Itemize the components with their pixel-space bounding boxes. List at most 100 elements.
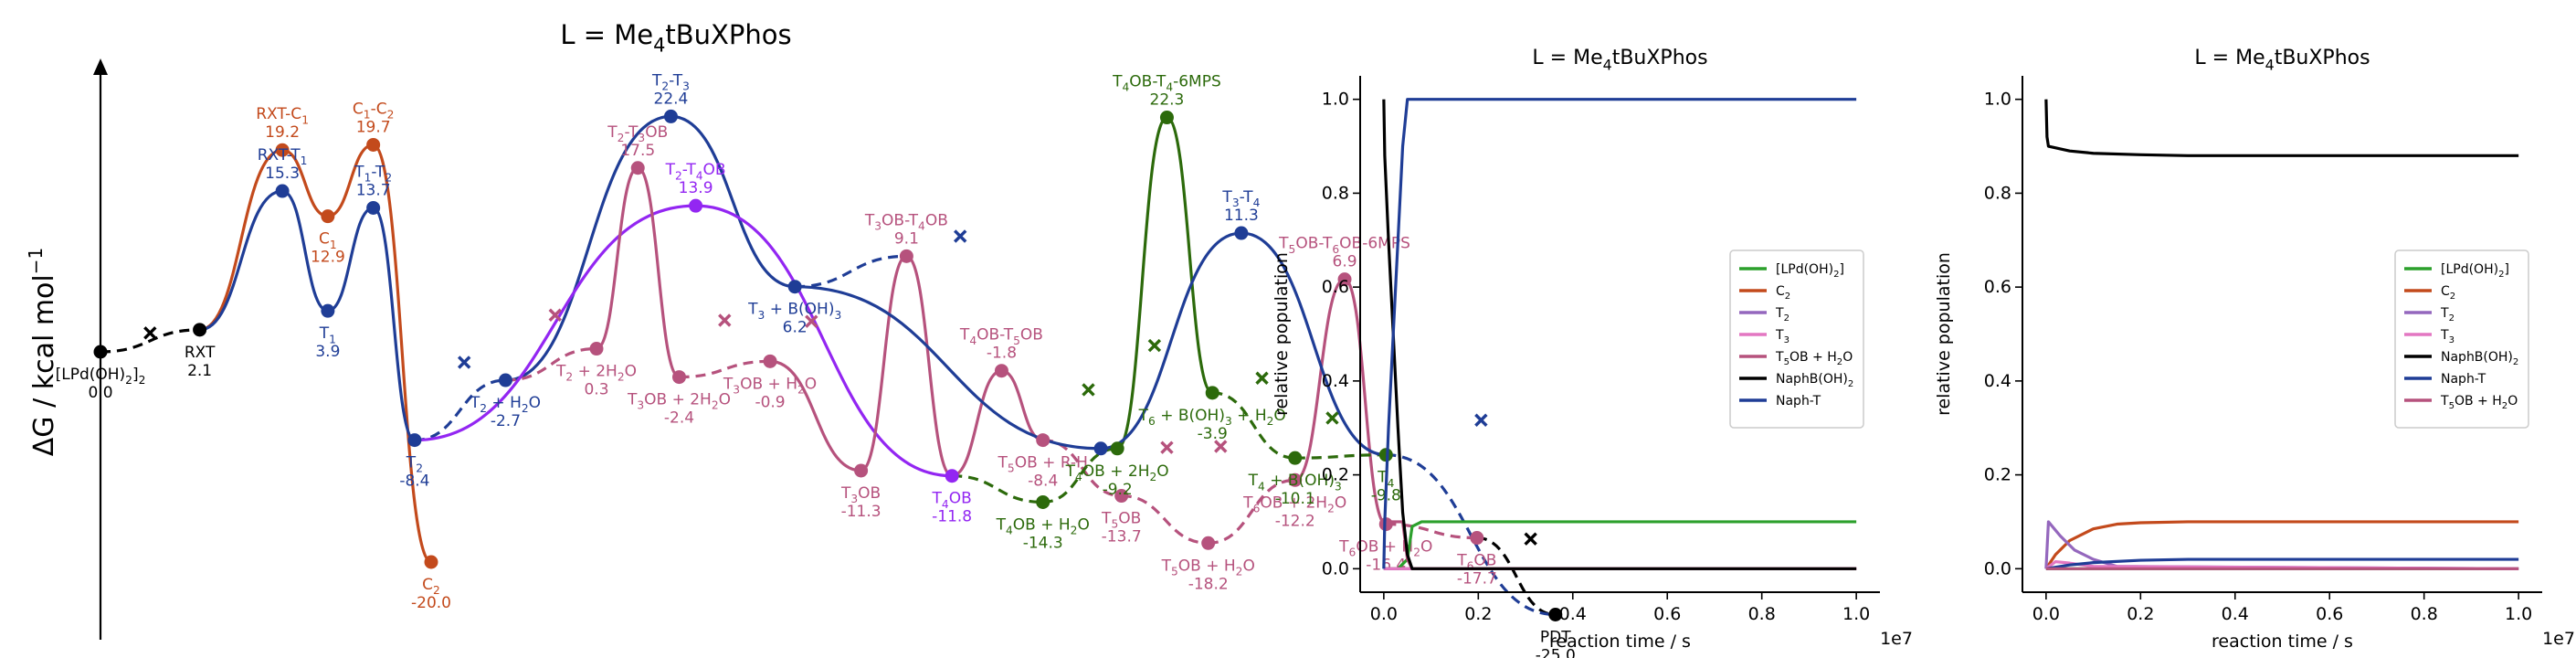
energy-path-segment	[281, 189, 329, 313]
energy-point	[1201, 536, 1216, 550]
energy-point	[321, 209, 335, 224]
energy-point-name: T4OB + H2O	[996, 515, 1090, 536]
energy-point-value: 19.2	[265, 123, 300, 142]
y-tick-label: 0.6	[1984, 277, 2011, 297]
energy-point-name: T1	[319, 324, 336, 345]
y-axis-label: relative population	[1934, 252, 1954, 416]
y-tick-label: 0.2	[1984, 465, 2011, 485]
energy-point-name: T3-T4	[1221, 188, 1260, 209]
y-tick-label: 1.0	[1322, 90, 1349, 110]
energy-point-value: 6.2	[783, 319, 808, 337]
energy-point-value: 0.0	[88, 384, 112, 402]
energy-point-name: T2-T3OB	[607, 123, 668, 144]
energy-point-value: 3.9	[315, 343, 340, 361]
series-line	[2045, 557, 2519, 570]
energy-point-name: C1-C2	[353, 100, 394, 121]
energy-point-name: T3OB-T4OB	[864, 211, 948, 232]
energy-path-segment	[1121, 494, 1209, 545]
energy-point	[366, 200, 381, 215]
energy-path-segment	[596, 166, 639, 351]
energy-point	[589, 342, 604, 356]
energy-point-value: 6.9	[1333, 253, 1357, 271]
energy-profile-panel: L = Me4tBuXPhos ΔG / kcal mol−1[LPd(OH)2]…	[25, 19, 1576, 658]
y-tick-label: 0.8	[1322, 183, 1349, 203]
energy-path-segment	[505, 114, 671, 382]
y-axis-label: relative population	[1272, 252, 1292, 416]
energy-point-value: -14.3	[1023, 534, 1063, 552]
legend-label: T2	[1775, 306, 1789, 324]
energy-point-name: T5OB + H2O	[1161, 557, 1255, 578]
series-line	[2044, 560, 2519, 570]
energy-cross-marker	[1255, 371, 1269, 385]
energy-point-name: C2	[422, 576, 440, 597]
energy-point-name: C1	[319, 230, 337, 251]
energy-point-value: -3.9	[1198, 425, 1228, 443]
energy-point	[366, 137, 381, 152]
energy-point-name: T6 + B(OH)3 + H2O	[1138, 407, 1286, 428]
energy-point-name: T2-T3	[651, 71, 690, 92]
energy-point-name: T4OB-T4-6MPS	[1112, 73, 1221, 94]
energy-point	[1093, 441, 1108, 456]
energy-point-value: -8.4	[399, 472, 429, 491]
energy-point-value: -25.0	[1536, 647, 1576, 658]
energy-point-value: 9.1	[894, 229, 919, 248]
energy-point	[945, 469, 959, 483]
y-tick-label: 0.4	[1984, 371, 2011, 391]
energy-point	[275, 184, 290, 198]
energy-path-segment	[281, 148, 329, 218]
energy-cross-marker	[548, 308, 562, 322]
energy-point-value: -8.4	[1028, 472, 1058, 491]
energy-path-segment	[372, 206, 416, 442]
energy-path-segment	[905, 254, 953, 478]
x-tick-label: 0.2	[2127, 604, 2154, 624]
energy-cross-marker	[457, 356, 471, 369]
energy-cross-marker	[953, 229, 967, 243]
energy-point	[854, 463, 869, 478]
energy-path-segment	[414, 378, 506, 442]
energy-point	[93, 345, 108, 359]
series-line	[1382, 98, 1857, 569]
energy-point-value: -12.2	[1275, 512, 1315, 530]
energy-point	[689, 198, 703, 213]
energy-point-value: -1.8	[987, 345, 1017, 363]
energy-path-segment	[1101, 231, 1241, 451]
energy-point	[1288, 472, 1303, 487]
y-tick-label: 0.4	[1322, 371, 1349, 391]
energy-cross-marker	[1524, 532, 1537, 546]
energy-point-value: 12.9	[311, 249, 345, 267]
energy-path-segment	[414, 204, 696, 442]
legend-label: T3	[1775, 328, 1789, 345]
energy-point	[1036, 494, 1050, 509]
energy-point-value: -20.0	[411, 594, 451, 612]
energy-point	[1470, 531, 1484, 546]
energy-point-name: T2 + H2O	[470, 394, 541, 415]
energy-point	[1234, 226, 1249, 240]
energy-point	[1548, 608, 1563, 621]
y-tick-label: 0.0	[1322, 558, 1349, 578]
legend-label: T5OB + H2O	[2440, 394, 2518, 411]
legend-label: [LPd(OH)2]	[1776, 262, 1844, 280]
energy-path-segment	[1116, 115, 1168, 451]
legend-label: NaphB(OH)2	[2441, 350, 2518, 367]
energy-point-value: -10.1	[1275, 490, 1315, 508]
energy-cross-marker	[1474, 413, 1488, 427]
energy-point-name: T4 + B(OH)3	[1248, 472, 1342, 493]
legend-box	[2394, 249, 2529, 429]
energy-point	[1288, 451, 1303, 465]
energy-y-arrow	[93, 58, 108, 75]
population-title: L = Me4tBuXPhos	[1532, 47, 1707, 74]
energy-point	[1110, 441, 1124, 456]
energy-point-name: T5OB-T6OB-6MPS	[1278, 235, 1410, 256]
energy-point-value: 19.7	[356, 118, 391, 136]
legend-label: T3	[2440, 328, 2455, 345]
legend-label: NaphB(OH)2	[1776, 372, 1853, 389]
legend-label: C2	[1776, 284, 1790, 302]
energy-path-segment	[327, 143, 374, 218]
population-panel-right: L = Me4tBuXPhos 0.0 0.2 0.4 0.6 0.8 1.0 0.0 0.2 0…	[1934, 47, 2575, 652]
series-line	[1383, 520, 1857, 570]
energy-point-name: T2 + 2H2O	[555, 363, 637, 384]
energy-point-value: -9.2	[1103, 481, 1133, 499]
x-offset-label: 1e7	[2542, 629, 2575, 649]
energy-point-value: 22.3	[1150, 91, 1185, 110]
energy-y-label: ΔG / kcal mol−1	[25, 248, 60, 456]
